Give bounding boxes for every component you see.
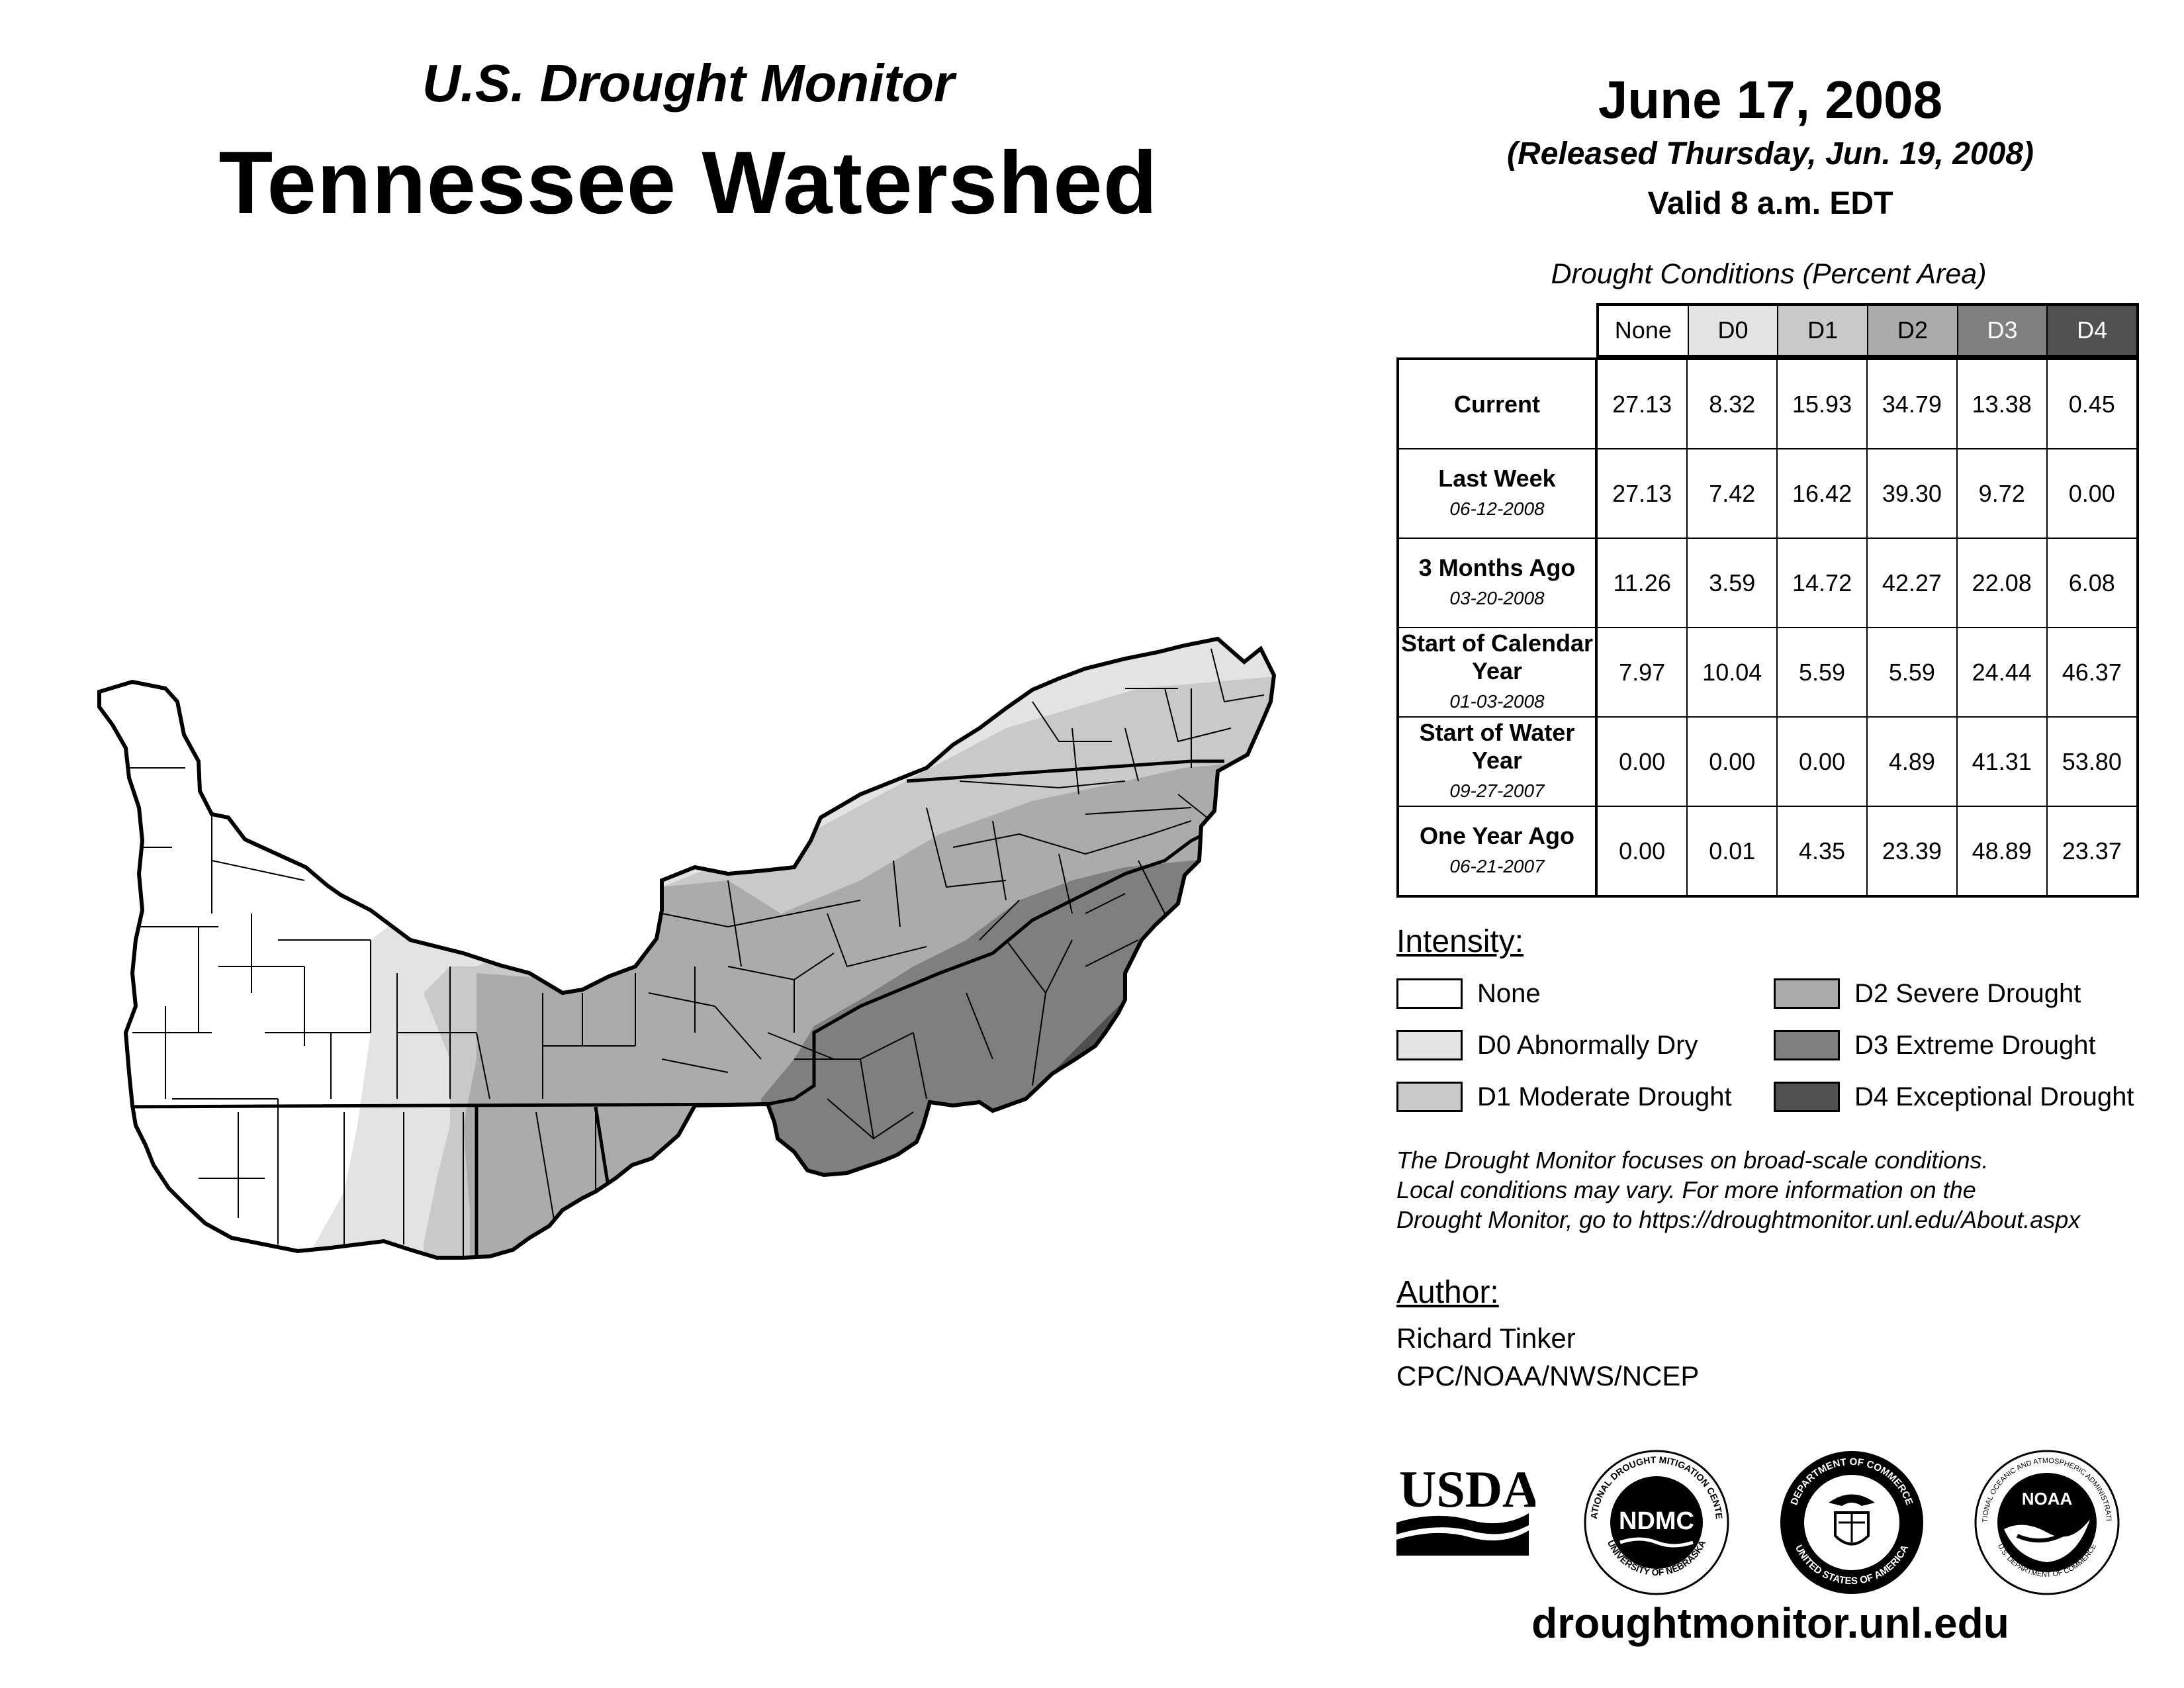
legend-item-d1: D1 Moderate Drought [1396, 1082, 1732, 1112]
legend-swatch [1396, 978, 1463, 1009]
table-cell: 16.42 [1776, 448, 1868, 539]
disclaimer-note: The Drought Monitor focuses on broad-sca… [1396, 1147, 2081, 1233]
table-cell: 22.08 [1956, 538, 2048, 628]
table-cell: 5.59 [1866, 627, 1958, 718]
table-cell: 5.59 [1776, 627, 1868, 718]
drought-conditions-table: Current 27.13 8.32 15.93 34.79 13.38 0.4… [1396, 357, 2139, 898]
legend-item-d2: D2 Severe Drought [1774, 978, 2081, 1009]
table-row: 3 Months Ago 03-20-2008 11.26 3.59 14.72 … [1397, 538, 2139, 628]
row-label: Last Week 06-12-2008 [1397, 448, 1598, 539]
table-cell: 13.38 [1956, 358, 2048, 449]
table-cell: 41.31 [1956, 716, 2048, 807]
table-cell: 53.80 [2046, 716, 2139, 807]
table-row: Last Week 06-12-2008 27.13 7.42 16.42 39.… [1397, 448, 2139, 539]
release-date: (Released Thursday, Jun. 19, 2008) [1507, 136, 2034, 171]
ndmc-logo: NATIONAL DROUGHT MITIGATION CENTER UNIVE… [1580, 1446, 1729, 1595]
table-row: Current 27.13 8.32 15.93 34.79 13.38 0.4… [1397, 358, 2139, 449]
table-cell: 4.35 [1776, 806, 1868, 897]
svg-text:NDMC: NDMC [1619, 1507, 1694, 1535]
legend-swatch [1774, 1082, 1840, 1112]
table-cell: 15.93 [1776, 358, 1868, 449]
table-cell: 6.08 [2046, 538, 2139, 628]
table-cell: 14.72 [1776, 538, 1868, 628]
watershed-map [0, 0, 1377, 1688]
author-org: CPC/NOAA/NWS/NCEP [1396, 1360, 1700, 1391]
commerce-seal: DEPARTMENT OF COMMERCE UNITED STATES OF … [1780, 1451, 1923, 1594]
legend-swatch [1774, 1030, 1840, 1060]
legend-title: Intensity: [1396, 924, 1524, 959]
table-cell: 4.89 [1866, 716, 1958, 807]
table-caption: Drought Conditions (Percent Area) [1551, 258, 1987, 290]
table-cell: 7.42 [1686, 448, 1778, 539]
usda-logo: USDA [1396, 1460, 1535, 1556]
table-header-row: None D0 D1 D2 D3 D4 [1596, 303, 2139, 357]
footer-url[interactable]: droughtmonitor.unl.edu [1531, 1599, 2009, 1647]
table-cell: 0.01 [1686, 806, 1778, 897]
noaa-logo: NATIONAL OCEANIC AND ATMOSPHERIC ADMINIS… [1971, 1446, 2120, 1595]
legend-item-none: None [1396, 978, 1541, 1009]
table-cell: 23.37 [2046, 806, 2139, 897]
map-date: June 17, 2008 [1598, 70, 1943, 129]
table-cell: 0.00 [1595, 806, 1688, 897]
table-cell: 3.59 [1686, 538, 1778, 628]
table-cell: 46.37 [2046, 627, 2139, 718]
table-cell: 7.97 [1595, 627, 1688, 718]
table-cell: 0.45 [2046, 358, 2139, 449]
svg-text:USDA: USDA [1399, 1460, 1535, 1518]
table-cell: 0.00 [1595, 716, 1688, 807]
col-d3: D3 [1956, 306, 2047, 355]
table-cell: 9.72 [1956, 448, 2048, 539]
table-cell: 24.44 [1956, 627, 2048, 718]
table-cell: 34.79 [1866, 358, 1958, 449]
col-d1: D1 [1777, 306, 1868, 355]
legend-swatch [1396, 1030, 1463, 1060]
table-cell: 0.00 [1776, 716, 1868, 807]
table-cell: 10.04 [1686, 627, 1778, 718]
legend-item-d4: D4 Exceptional Drought [1774, 1082, 2134, 1112]
table-row: Start of Water Year 09-27-2007 0.00 0.00 … [1397, 716, 2139, 807]
col-none: None [1599, 306, 1688, 355]
table-cell: 27.13 [1595, 358, 1688, 449]
table-cell: 0.00 [2046, 448, 2139, 539]
legend-swatch [1774, 978, 1840, 1009]
author-title: Author: [1396, 1275, 1499, 1310]
table-row: Start of Calendar Year 01-03-2008 7.97 10… [1397, 627, 2139, 718]
table-cell: 8.32 [1686, 358, 1778, 449]
table-cell: 23.39 [1866, 806, 1958, 897]
table-cell: 0.00 [1686, 716, 1778, 807]
legend-item-d3: D3 Extreme Drought [1774, 1030, 2096, 1060]
legend-swatch [1396, 1082, 1463, 1112]
author-name: Richard Tinker [1396, 1323, 1576, 1354]
col-d2: D2 [1867, 306, 1957, 355]
row-label: 3 Months Ago 03-20-2008 [1397, 538, 1598, 628]
table-cell: 42.27 [1866, 538, 1958, 628]
map-subtitle: U.S. Drought Monitor [422, 54, 955, 113]
table-cell: 39.30 [1866, 448, 1958, 539]
table-cell: 48.89 [1956, 806, 2048, 897]
table-cell: 27.13 [1595, 448, 1688, 539]
row-label: Start of Water Year 09-27-2007 [1397, 716, 1598, 807]
row-label: Current [1397, 358, 1598, 449]
legend-item-d0: D0 Abnormally Dry [1396, 1030, 1698, 1060]
valid-time: Valid 8 a.m. EDT [1647, 186, 1893, 221]
table-row: One Year Ago 06-21-2007 0.00 0.01 4.35 23… [1397, 806, 2139, 897]
svg-text:NOAA: NOAA [2022, 1489, 2073, 1509]
map-title: Tennessee Watershed [218, 134, 1158, 232]
col-d0: D0 [1687, 306, 1778, 355]
row-label: Start of Calendar Year 01-03-2008 [1397, 627, 1598, 718]
col-d4: D4 [2046, 306, 2137, 355]
table-cell: 11.26 [1595, 538, 1688, 628]
row-label: One Year Ago 06-21-2007 [1397, 806, 1598, 897]
